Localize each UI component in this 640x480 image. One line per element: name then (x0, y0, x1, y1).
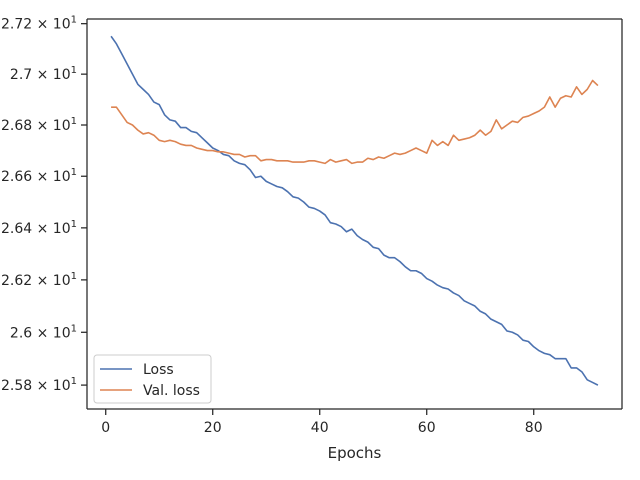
y-tick-label: 2.6 × 101 (10, 323, 77, 341)
x-tick-label: 40 (311, 420, 329, 436)
x-tick-label: 20 (204, 420, 222, 436)
legend-box (93, 354, 212, 404)
series-line-loss (110, 35, 599, 386)
y-tick-label: 2.68 × 101 (1, 116, 77, 134)
y-tick-label: 2.7 × 101 (10, 65, 77, 83)
series-line-val-loss (111, 79, 599, 165)
legend: Loss Val. loss (93, 354, 212, 404)
x-tick-label: 60 (418, 420, 436, 436)
y-tick-label: 2.72 × 101 (1, 15, 77, 33)
plot-area (87, 19, 622, 409)
y-tick-label: 2.66 × 101 (1, 167, 77, 185)
y-tick-label: 2.64 × 101 (1, 219, 77, 237)
y-tick-label: 2.58 × 101 (1, 376, 77, 394)
legend-label-loss: Loss (143, 362, 174, 378)
y-tick-label: 2.62 × 101 (1, 271, 77, 289)
x-tick-label: 80 (525, 420, 543, 436)
series-layer (110, 35, 599, 386)
plot-frame (86, 18, 623, 410)
y-axis-ticks: 2.58 × 101 2.6 × 101 2.62 × 101 2.64 × 101 2… (1, 15, 87, 394)
x-axis-label: Epochs (328, 444, 382, 462)
x-axis-ticks: 0 20 40 60 80 (101, 409, 543, 436)
legend-label-val-loss: Val. loss (143, 383, 200, 399)
x-tick-label: 0 (101, 420, 110, 436)
